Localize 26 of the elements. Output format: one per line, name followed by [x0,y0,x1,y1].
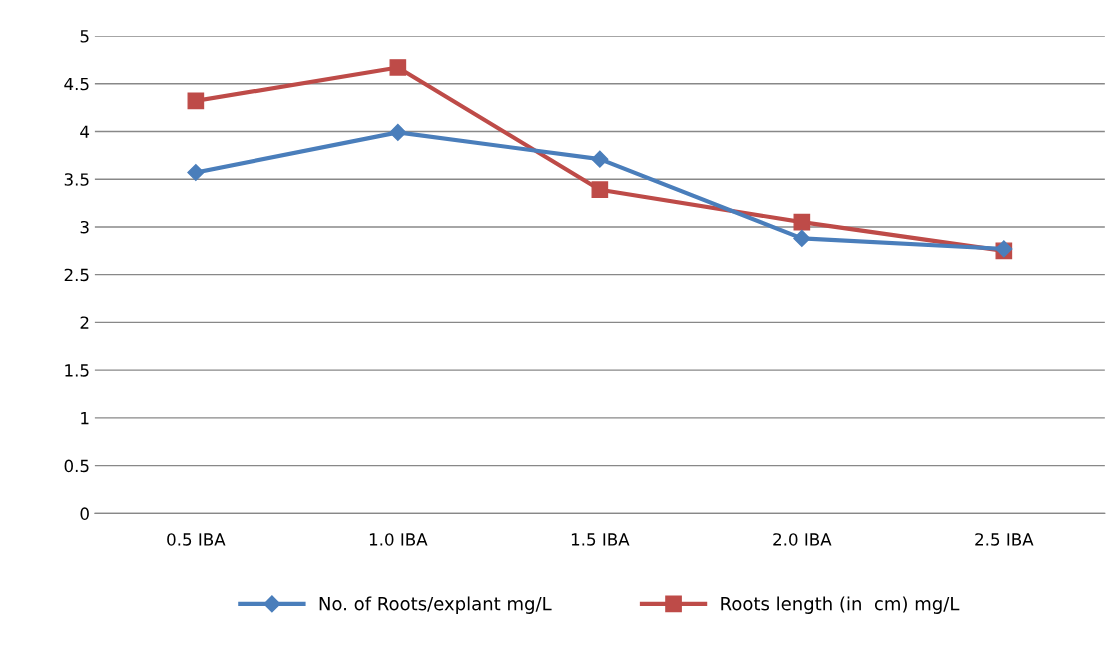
y-tick-label: 3.5 [64,173,89,186]
x-tick-label: 0.5 IBA [167,533,226,546]
y-tick-label: 0 [80,507,89,520]
x-tick-label: 1.5 IBA [571,533,630,546]
legend-label: No. of Roots/explant mg/L [319,596,552,614]
point [591,181,609,199]
y-tick-label: 0.5 [64,459,89,473]
y-tick-label: 4 [80,125,90,138]
y-tick-label: 2.5 [64,268,89,282]
point [187,92,205,110]
point [389,123,407,141]
y-tick-label: 2 [80,316,89,329]
x-tick-label: 2.0 IBA [773,533,832,546]
y-tick-label: 1.5 [65,364,89,377]
point [389,59,407,76]
y-tick-label: 1 [81,412,89,425]
point [187,163,205,182]
point [793,213,811,231]
point [793,229,811,247]
legend-label: Roots length (in cm) mg/L [721,596,960,614]
y-tick-label: 3 [80,220,89,234]
point [591,150,609,168]
y-tick-label: 5 [80,30,89,43]
y-tick-label: 4.5 [64,77,89,91]
x-tick-label: 1.0 IBA [369,533,428,546]
x-tick-label: 2.5 IBA [975,533,1034,546]
